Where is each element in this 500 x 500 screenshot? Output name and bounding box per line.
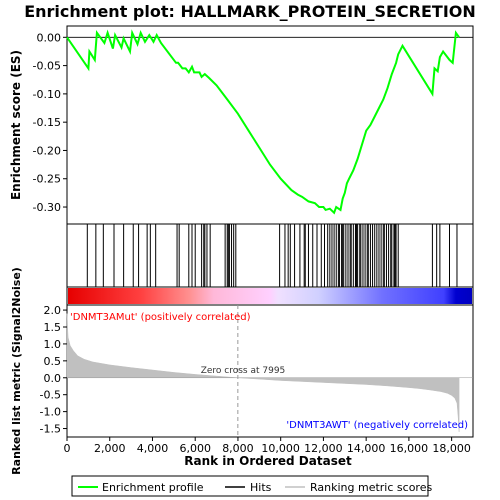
chart-title: Enrichment plot: HALLMARK_PROTEIN_SECRET… [24, 2, 476, 21]
x-tick-label: 16,000 [390, 442, 429, 455]
zero-cross-label: Zero cross at 7995 [201, 366, 286, 376]
ranking-metric-area [66, 313, 460, 432]
negative-correlation-label: 'DNMT3AWT' (negatively correlated) [286, 420, 468, 431]
metric-y-tick-label: 1.5 [44, 321, 62, 334]
es-y-tick-label: -0.15 [33, 116, 61, 129]
x-tick-label: 4,000 [137, 442, 169, 455]
x-tick-label: 0 [64, 442, 71, 455]
enrichment-panel-frame [66, 25, 474, 225]
metric-y-tick-label: -1.0 [40, 406, 61, 419]
legend-label-profile: Enrichment profile [102, 481, 204, 494]
legend-box [71, 475, 429, 497]
legend-label-hits: Hits [250, 481, 272, 494]
x-tick-label: 6,000 [179, 442, 211, 455]
metric-y-tick-label: 1.0 [44, 338, 62, 351]
x-tick-label: 14,000 [347, 442, 386, 455]
enrichment-profile-line [66, 29, 460, 215]
x-tick-label: 2,000 [94, 442, 126, 455]
x-axis-label: Rank in Ordered Dataset [184, 454, 352, 468]
es-y-tick-label: -0.30 [33, 201, 61, 214]
metric-y-tick-label: -1.5 [40, 423, 61, 436]
legend-item-ranking-metric: Ranking metric scores [285, 481, 432, 494]
legend-label-metric: Ranking metric scores [310, 481, 432, 494]
legend-item-hits: Hits [225, 481, 272, 494]
es-y-tick-label: -0.25 [33, 173, 61, 186]
es-y-tick-label: -0.05 [33, 60, 61, 73]
metric-axis-label: Ranked list metric (Signal2Noise) [10, 267, 23, 475]
metric-y-tick-label: 0.5 [44, 355, 62, 368]
metric-y-tick-label: 2.0 [44, 304, 62, 317]
hits-plot [86, 224, 458, 287]
ranking-metric-plot: 2.0 1.5 1.0 0.5 0.0 -0.5 -1.0 -1.50 2,000 4,000 6,… [40, 304, 473, 455]
es-y-tick-label: 0.00 [37, 31, 62, 44]
positive-correlation-label: 'DNMT3AMut' (positively correlated) [70, 312, 251, 323]
hits-panel-frame [66, 223, 474, 288]
es-axis-label: Enrichment score (ES) [9, 50, 23, 200]
x-tick-label: 18,000 [432, 442, 471, 455]
rank-colorbar [68, 288, 472, 304]
es-y-tick-label: -0.20 [33, 144, 61, 157]
x-tick-label: 12,000 [304, 442, 343, 455]
x-tick-label: 8,000 [222, 442, 254, 455]
metric-y-tick-label: -0.5 [40, 389, 61, 402]
enrichment-score-plot: 0.00 -0.05 -0.10 -0.15 -0.20 -0.25 -0.30 [33, 29, 473, 215]
legend-item-enrichment-profile: Enrichment profile [78, 481, 204, 494]
es-y-tick-label: -0.10 [33, 88, 61, 101]
metric-y-tick-label: 0.0 [44, 372, 62, 385]
x-tick-label: 10,000 [261, 442, 300, 455]
